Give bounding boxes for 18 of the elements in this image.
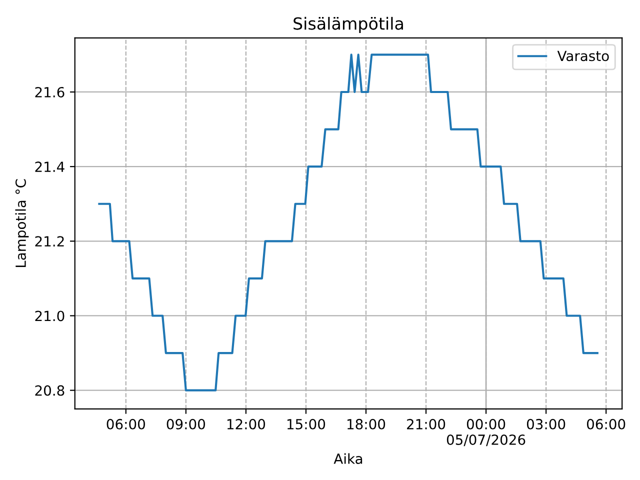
x-tick-label: 15:00 <box>287 418 326 430</box>
y-tick-label: 21.6 <box>35 86 64 98</box>
x-axis-title: Aika <box>334 453 362 464</box>
legend-label: Varasto <box>557 50 609 62</box>
x-tick-label: 09:00 <box>166 418 206 430</box>
x-tick-label: 12:00 <box>227 418 266 430</box>
x-tick-label: 06:00 <box>586 418 626 430</box>
y-tick-label: 21.4 <box>35 162 64 172</box>
y-tick-label: 21.2 <box>35 236 64 246</box>
x-tick-label: 03:00 <box>526 418 566 430</box>
y-axis-title: Lampotila °C <box>15 179 29 267</box>
chart-title: Sisälämpötila <box>294 16 403 34</box>
y-tick-label: 20.8 <box>35 385 64 396</box>
x-tick-label: 00:00 05/07/2026 <box>446 418 526 446</box>
x-tick-label: 18:00 <box>348 418 386 430</box>
y-tick-label: 21.0 <box>35 310 64 322</box>
x-tick-label: 06:00 <box>106 418 145 430</box>
x-tick-label: 21:00 <box>407 418 446 430</box>
